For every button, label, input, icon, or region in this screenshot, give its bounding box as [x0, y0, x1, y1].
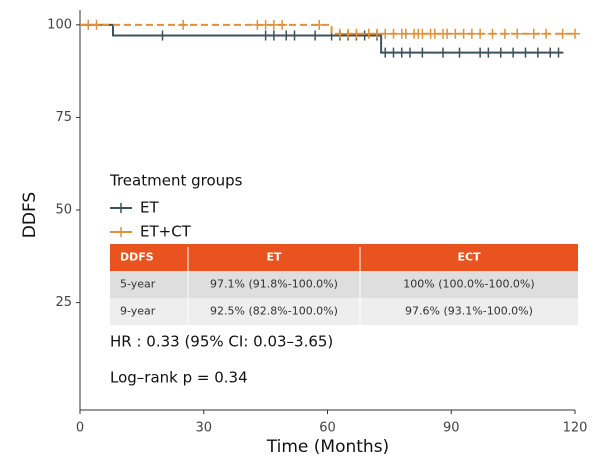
censor-mark: [417, 47, 428, 58]
censor-mark: [541, 28, 552, 39]
table-header-cell: ECT: [457, 251, 481, 264]
table-cell: 92.5% (82.8%-100.0%): [210, 305, 338, 318]
censor-mark: [268, 30, 279, 41]
y-tick-label: 50: [55, 203, 72, 218]
annotation: Log–rank p = 0.34: [110, 369, 248, 387]
censor-mark: [528, 28, 539, 39]
censor-mark: [314, 19, 325, 30]
censor-mark: [495, 47, 506, 58]
censor-mark: [532, 47, 543, 58]
censor-mark: [570, 28, 580, 39]
censor-mark: [483, 47, 494, 58]
censor-mark: [289, 30, 300, 41]
legend-label: ET+CT: [140, 223, 192, 241]
censor-mark: [310, 30, 321, 41]
table-cell: 97.1% (91.8%-100.0%): [210, 278, 338, 291]
censor-mark: [454, 47, 465, 58]
legend-marker: [116, 203, 126, 213]
survival-curve: [80, 23, 563, 54]
censor-mark: [512, 28, 523, 39]
table-cell: 5-year: [120, 278, 156, 291]
survival-curve: [80, 23, 575, 35]
table-cell: 100% (100.0%-100.0%): [403, 278, 534, 291]
annotation: HR : 0.33 (95% CI: 0.03–3.65): [110, 333, 333, 351]
y-tick-label: 25: [55, 295, 72, 310]
censor-mark: [553, 47, 564, 58]
censor-mark: [438, 47, 448, 58]
censor-mark: [91, 19, 102, 30]
table-header-cell: DDFS: [120, 251, 154, 264]
x-tick-label: 0: [76, 421, 84, 436]
x-axis-label: Time (Months): [266, 437, 389, 457]
x-tick-label: 60: [319, 421, 336, 436]
censor-mark: [508, 47, 519, 58]
table-cell: 97.6% (93.1%-100.0%): [405, 305, 533, 318]
table-header: [110, 244, 578, 271]
x-tick-label: 120: [563, 421, 588, 436]
censor-mark: [157, 30, 168, 41]
censor-mark: [520, 47, 531, 58]
legend-marker: [116, 227, 126, 237]
y-tick-label: 75: [55, 110, 72, 125]
table-header-cell: ET: [266, 251, 282, 264]
censor-mark: [178, 19, 189, 30]
legend-title: Treatment groups: [109, 172, 243, 190]
censor-mark: [277, 19, 288, 30]
censor-mark: [359, 30, 370, 41]
censor-mark: [475, 28, 486, 39]
censor-mark: [499, 28, 510, 39]
y-tick-label: 100: [47, 17, 72, 32]
censor-mark: [557, 28, 568, 39]
censor-mark: [405, 47, 415, 58]
table-cell: 9-year: [120, 305, 156, 318]
censor-mark: [487, 28, 498, 39]
legend-label: ET: [140, 199, 159, 217]
y-axis-label: DDFS: [20, 192, 40, 238]
censor-mark: [351, 28, 362, 39]
x-tick-label: 30: [195, 421, 212, 436]
x-tick-label: 90: [443, 421, 460, 436]
